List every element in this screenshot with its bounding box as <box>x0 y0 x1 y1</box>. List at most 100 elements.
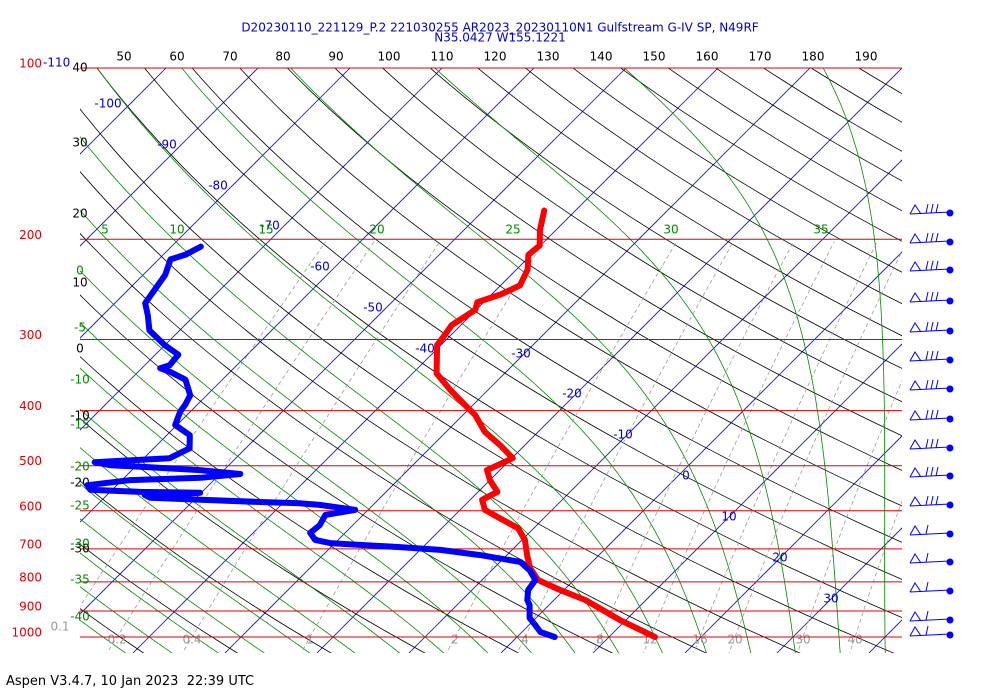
mixing-ratio-line <box>516 241 734 653</box>
top-label: 170 <box>749 50 772 64</box>
barb-flag <box>909 496 922 507</box>
barb-flag <box>909 582 922 593</box>
barb-tick <box>925 552 929 563</box>
left-label: 20 <box>72 207 87 221</box>
isotherm <box>958 55 1000 656</box>
barb-station <box>946 616 954 624</box>
pressure-label: 400 <box>19 399 42 413</box>
top-label: 160 <box>696 50 719 64</box>
isotherm <box>80 68 535 523</box>
mixing-ratio-line <box>642 241 835 653</box>
dry-adiabat <box>80 108 895 653</box>
isotherm-label: 10 <box>721 510 736 524</box>
barb-tick <box>930 379 934 390</box>
moist-adiabat-label: 15 <box>258 223 273 237</box>
moist-adiabat <box>80 136 620 653</box>
moist-adiabat <box>80 209 576 653</box>
barb-tick <box>925 495 929 506</box>
moist-adiabat-label: -5 <box>74 321 86 335</box>
barb-tick <box>925 350 929 361</box>
mixing-ratio-line <box>446 241 678 653</box>
left-label: 30 <box>72 136 87 150</box>
top-label: 90 <box>328 50 343 64</box>
mixing-ratio-label: 1 <box>306 633 314 647</box>
left-label: 10 <box>72 276 87 290</box>
isotherm-label: 30 <box>823 592 838 606</box>
barb-tick <box>925 524 929 535</box>
mixing-ratio-label: 8 <box>596 633 604 647</box>
wind-barb <box>909 321 954 335</box>
barb-tick <box>925 260 929 271</box>
barb-tick <box>935 321 939 332</box>
dry-adiabat <box>667 68 902 212</box>
barb-flag <box>909 204 922 215</box>
top-label: 70 <box>222 50 237 64</box>
mixing-ratio-line <box>693 241 878 653</box>
barb-tick <box>925 232 929 243</box>
chart-subtitle: N35.0427 W155.1221 <box>434 31 566 45</box>
barb-station <box>946 238 954 246</box>
moist-adiabat-label: 5 <box>101 223 109 237</box>
barb-tick <box>925 409 929 420</box>
isotherm <box>592 343 902 653</box>
isotherm-label: -10 <box>613 428 633 442</box>
barb-flag <box>909 611 922 622</box>
wind-barbs <box>909 203 954 639</box>
isotherm-label: -80 <box>208 179 228 193</box>
barb-shaft <box>909 474 951 478</box>
moist-adiabat-label: -10 <box>70 373 90 387</box>
dry-adiabat <box>935 57 1000 656</box>
barb-tick <box>930 321 934 332</box>
top-label: 100 <box>378 50 401 64</box>
barb-flag <box>909 525 922 536</box>
moist-adiabat <box>80 586 173 653</box>
mixing-ratio-line <box>849 500 902 653</box>
barb-station <box>946 444 954 452</box>
left-label: 0 <box>76 342 84 356</box>
pressure-label: 900 <box>19 599 42 613</box>
barb-tick <box>930 350 934 361</box>
profile-line <box>433 207 658 640</box>
isotherm-label: -50 <box>363 301 383 315</box>
dry-adiabat <box>80 356 520 653</box>
top-label: 60 <box>169 50 184 64</box>
mixing-ratio-label: 20 <box>727 633 742 647</box>
barb-station <box>946 587 954 595</box>
moist-adiabat-label: 30 <box>663 223 678 237</box>
barb-tick <box>935 260 939 271</box>
moist-adiabat <box>80 270 533 653</box>
moist-adiabat <box>624 68 841 653</box>
barb-shaft <box>909 618 951 622</box>
pressure-label: 300 <box>19 328 42 342</box>
barb-station <box>946 327 954 335</box>
moist-adiabat <box>80 367 445 653</box>
barb-tick <box>935 291 939 302</box>
wind-barb <box>909 552 954 566</box>
barb-shaft <box>909 387 951 391</box>
barb-tick <box>925 581 929 592</box>
barb-tick <box>930 495 934 506</box>
moist-adiabat-label: 35 <box>813 223 828 237</box>
dry-adiabat <box>982 57 1000 656</box>
dry-adiabat <box>572 68 902 273</box>
barb-station <box>946 209 954 217</box>
moist-adiabat <box>80 321 489 653</box>
top-label: 120 <box>484 50 507 64</box>
moist-adiabat <box>80 619 127 653</box>
barb-station <box>946 501 954 509</box>
pressure-label: 200 <box>19 228 42 242</box>
barb-station <box>946 356 954 364</box>
dry-adiabat <box>620 68 902 242</box>
dry-adiabat <box>80 543 239 653</box>
dry-adiabat <box>80 480 332 653</box>
moist-adiabat-label: -35 <box>70 573 90 587</box>
barb-shaft <box>909 589 951 593</box>
top-label: 190 <box>855 50 878 64</box>
barb-tick <box>930 260 934 271</box>
isotherm-label: -20 <box>562 387 582 401</box>
moist-adiabat <box>80 447 356 653</box>
barb-tick <box>925 625 929 636</box>
wind-barb <box>909 438 954 452</box>
barb-shaft <box>909 532 951 536</box>
barb-flag <box>909 380 922 391</box>
